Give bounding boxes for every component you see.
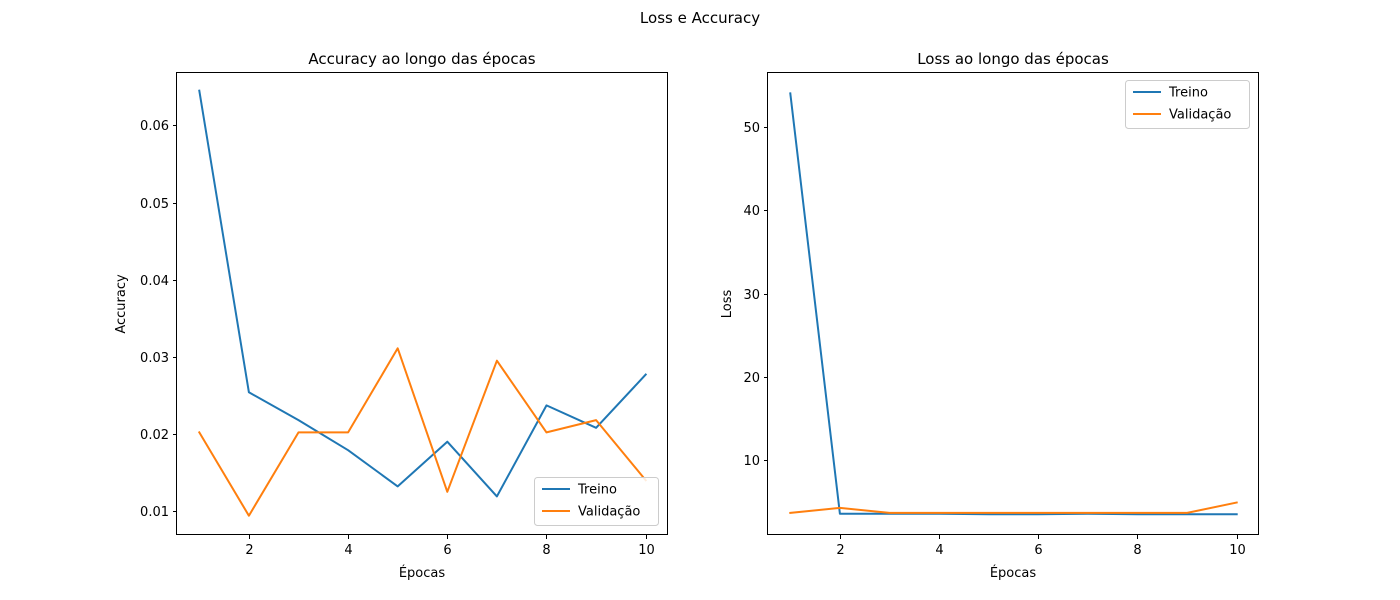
loss-chart-xtick-label: 8 bbox=[1133, 543, 1141, 558]
accuracy-chart-xtick-label: 4 bbox=[344, 543, 352, 558]
loss-chart-ytick-label: 20 bbox=[743, 371, 760, 386]
accuracy-chart-legend-label: Treino bbox=[577, 483, 617, 498]
loss-chart-ytick-label: 40 bbox=[743, 204, 760, 219]
accuracy-chart-legend-label: Validação bbox=[578, 505, 640, 520]
accuracy-chart-ytick-label: 0.04 bbox=[140, 274, 169, 289]
loss-chart-ytick-label: 50 bbox=[743, 121, 760, 136]
loss-chart-series-validacao-line bbox=[789, 501, 1238, 514]
accuracy-chart-xtick-label: 6 bbox=[443, 543, 451, 558]
loss-chart-legend: Treino Validação bbox=[1125, 80, 1250, 129]
loss-chart-ytick-label: 30 bbox=[743, 288, 760, 303]
accuracy-chart-series-validacao-line bbox=[197, 347, 648, 517]
accuracy-chart-ytick-label: 0.06 bbox=[140, 119, 169, 134]
loss-chart: Loss ao longo das épocas Épocas Loss 2 4 6… bbox=[720, 50, 1259, 581]
accuracy-chart-xtick-label: 8 bbox=[542, 543, 550, 558]
accuracy-chart-series-treino-line bbox=[198, 89, 648, 498]
accuracy-chart-frame bbox=[176, 72, 668, 535]
loss-chart-ytick-label: 10 bbox=[743, 454, 760, 469]
figure-suptitle: Loss e Accuracy bbox=[640, 9, 760, 27]
loss-chart-frame bbox=[767, 72, 1259, 535]
loss-chart-xtick-label: 2 bbox=[836, 543, 844, 558]
loss-chart-series-treino-line bbox=[789, 92, 1238, 516]
loss-chart-xtick-label: 6 bbox=[1034, 543, 1042, 558]
accuracy-chart-ytick-label: 0.05 bbox=[140, 197, 169, 212]
loss-chart-xtick-label: 10 bbox=[1229, 543, 1246, 558]
accuracy-chart-xlabel: Épocas bbox=[399, 565, 446, 581]
loss-chart-xtick-label: 4 bbox=[935, 543, 943, 558]
accuracy-chart-ylabel: Accuracy bbox=[114, 274, 129, 334]
accuracy-chart-ytick-label: 0.02 bbox=[140, 428, 169, 443]
loss-chart-legend-label: Treino bbox=[1168, 86, 1208, 101]
accuracy-chart-xtick-label: 2 bbox=[245, 543, 253, 558]
loss-chart-xlabel: Épocas bbox=[990, 565, 1037, 581]
accuracy-chart: Accuracy ao longo das épocas Épocas Accu… bbox=[114, 50, 668, 581]
accuracy-chart-ytick-label: 0.03 bbox=[140, 351, 169, 366]
loss-chart-ylabel: Loss bbox=[720, 290, 735, 319]
accuracy-chart-ytick-label: 0.01 bbox=[140, 505, 169, 520]
loss-chart-title: Loss ao longo das épocas bbox=[917, 50, 1109, 68]
loss-chart-legend-label: Validação bbox=[1169, 108, 1231, 123]
accuracy-chart-title: Accuracy ao longo das épocas bbox=[308, 50, 535, 68]
accuracy-chart-legend: Treino Validação bbox=[534, 477, 659, 526]
accuracy-chart-xtick-label: 10 bbox=[638, 543, 655, 558]
